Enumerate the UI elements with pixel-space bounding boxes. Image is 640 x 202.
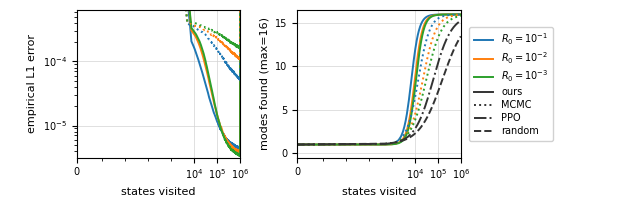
Legend: $R_0 = 10^{-1}$, $R_0 = 10^{-2}$, $R_0 = 10^{-3}$, ours, MCMC, PPO, random: $R_0 = 10^{-1}$, $R_0 = 10^{-2}$, $R_0 =… xyxy=(469,27,553,141)
Y-axis label: modes found (max=16): modes found (max=16) xyxy=(260,17,269,150)
X-axis label: states visited: states visited xyxy=(342,187,417,197)
X-axis label: states visited: states visited xyxy=(121,187,196,197)
Y-axis label: empirical L1 error: empirical L1 error xyxy=(28,34,37,133)
